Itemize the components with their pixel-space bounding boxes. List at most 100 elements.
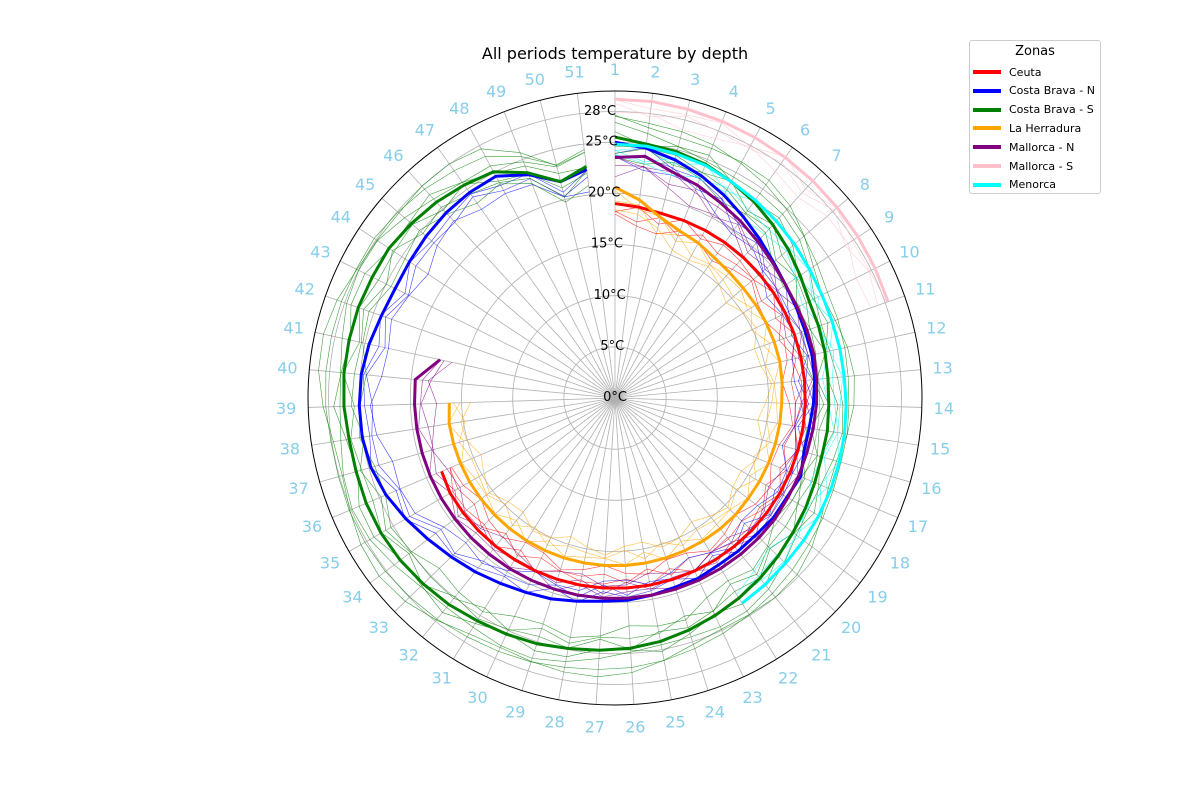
period-line bbox=[318, 114, 855, 678]
angular-tick-label: 46 bbox=[383, 146, 403, 165]
angular-tick-label: 38 bbox=[280, 439, 300, 458]
polar-frame bbox=[307, 90, 923, 706]
angular-tick-label: 24 bbox=[705, 703, 725, 722]
legend-label: Ceuta bbox=[1009, 65, 1042, 79]
angular-tick-label: 15 bbox=[930, 439, 950, 458]
legend-entry: Mallorca - S bbox=[970, 157, 1073, 175]
angular-tick-label: 21 bbox=[811, 645, 831, 664]
angular-tick-label: 4 bbox=[729, 82, 739, 101]
period-line bbox=[614, 150, 839, 598]
angular-tick-label: 40 bbox=[277, 359, 297, 378]
series-line bbox=[342, 135, 831, 652]
angular-tick-label: 31 bbox=[432, 669, 452, 688]
legend-swatch bbox=[973, 182, 1001, 187]
angular-tick-label: 47 bbox=[415, 120, 435, 139]
angular-tick-label: 35 bbox=[320, 554, 340, 573]
legend: Zonas Ceuta Costa Brava - N Costa Brava - … bbox=[969, 40, 1101, 194]
radial-gridline bbox=[409, 192, 821, 604]
period-line bbox=[366, 155, 810, 598]
legend-swatch bbox=[973, 126, 1001, 131]
angular-tick-label: 28 bbox=[544, 712, 564, 731]
angular-tick-label: 36 bbox=[302, 517, 322, 536]
legend-label: Menorca bbox=[1009, 178, 1057, 192]
radial-tick-label: 5°C bbox=[600, 339, 624, 354]
angular-tick-label: 51 bbox=[564, 62, 584, 81]
angular-tick-labels: 1 2 34567891011121314151617181920212223242… bbox=[276, 60, 954, 736]
angular-tick-label: 3 bbox=[690, 70, 700, 89]
legend-label: Mallorca - N bbox=[1009, 140, 1075, 154]
radial-gridline bbox=[563, 346, 667, 450]
period-line bbox=[325, 115, 850, 670]
angular-tick-label: 25 bbox=[665, 712, 685, 731]
legend-swatch bbox=[973, 107, 1001, 112]
series-line bbox=[440, 202, 807, 590]
legend-label: Costa Brava - S bbox=[1009, 103, 1094, 117]
angular-tick-label: 19 bbox=[867, 587, 887, 606]
period-line bbox=[460, 209, 772, 556]
series-line bbox=[447, 185, 784, 568]
angular-tick-label: 5 bbox=[766, 99, 776, 118]
period-line bbox=[351, 148, 825, 644]
legend-entry: La Herradura bbox=[970, 119, 1081, 137]
angular-tick-label: 41 bbox=[283, 319, 303, 338]
legend-entry: Costa Brava - N bbox=[970, 82, 1095, 100]
angular-tick-label: 48 bbox=[449, 99, 469, 118]
angular-tick-label: 20 bbox=[841, 618, 861, 637]
angular-tick-label: 42 bbox=[295, 280, 315, 299]
period-line bbox=[614, 103, 878, 306]
legend-label: Costa Brava - N bbox=[1009, 84, 1095, 98]
legend-swatch bbox=[973, 145, 1001, 150]
radial-gridline bbox=[328, 111, 902, 685]
chart-title: All periods temperature by depth bbox=[482, 44, 748, 63]
angular-tick-label: 14 bbox=[934, 399, 954, 418]
angular-tick-label: 17 bbox=[908, 517, 928, 536]
series-lines bbox=[342, 97, 890, 652]
angular-tick-label: 16 bbox=[921, 479, 941, 498]
angular-tick-label: 49 bbox=[486, 82, 506, 101]
angular-tick-label: 29 bbox=[505, 703, 525, 722]
period-line bbox=[420, 164, 813, 595]
period-line bbox=[447, 190, 781, 566]
angular-tick-label: 43 bbox=[310, 242, 330, 261]
angular-tick-label: 44 bbox=[331, 207, 351, 226]
period-line bbox=[339, 122, 844, 662]
radial-gridline bbox=[461, 244, 769, 552]
legend-entry: Costa Brava - S bbox=[970, 101, 1094, 119]
angular-tick-label: 45 bbox=[355, 175, 375, 194]
period-line bbox=[614, 112, 872, 308]
angular-tick-label: 12 bbox=[926, 319, 946, 338]
series-line bbox=[614, 142, 848, 605]
radial-tick-labels: 0°C 5°C 10°C 15°C 20°C 25°C 28°C bbox=[584, 104, 627, 405]
series-line bbox=[614, 97, 890, 303]
angular-tick-label: 30 bbox=[467, 688, 487, 707]
angular-tick-label: 6 bbox=[800, 120, 810, 139]
angular-tick-label: 13 bbox=[932, 359, 952, 378]
angular-tick-label: 34 bbox=[342, 587, 362, 606]
angular-tick-label: 7 bbox=[832, 146, 842, 165]
radial-tick-label: 20°C bbox=[588, 186, 620, 201]
period-line bbox=[451, 213, 794, 575]
legend-entry: Ceuta bbox=[970, 63, 1041, 81]
angular-tick-label: 8 bbox=[860, 175, 870, 194]
legend-swatch bbox=[973, 88, 1001, 93]
legend-entry: Mallorca - N bbox=[970, 138, 1074, 156]
period-line bbox=[614, 147, 843, 598]
angular-tick-label: 32 bbox=[399, 645, 419, 664]
angular-tick-label: 26 bbox=[625, 717, 645, 736]
legend-swatch bbox=[973, 70, 1001, 74]
angular-tick-label: 37 bbox=[288, 479, 308, 498]
radial-tick-label: 25°C bbox=[586, 135, 618, 150]
period-line bbox=[449, 210, 797, 584]
legend-entry: Menorca bbox=[970, 176, 1056, 194]
angular-tick-label: 50 bbox=[525, 70, 545, 89]
angular-tick-label: 27 bbox=[585, 717, 605, 736]
series-line bbox=[413, 154, 819, 600]
angular-tick-label: 9 bbox=[884, 207, 894, 226]
angular-tick-label: 33 bbox=[369, 618, 389, 637]
angular-tick-label: 39 bbox=[276, 399, 296, 418]
period-line bbox=[453, 200, 775, 560]
angular-tick-label: 2 bbox=[650, 62, 660, 81]
legend-label: La Herradura bbox=[1009, 121, 1082, 135]
angular-tick-label: 23 bbox=[742, 688, 762, 707]
